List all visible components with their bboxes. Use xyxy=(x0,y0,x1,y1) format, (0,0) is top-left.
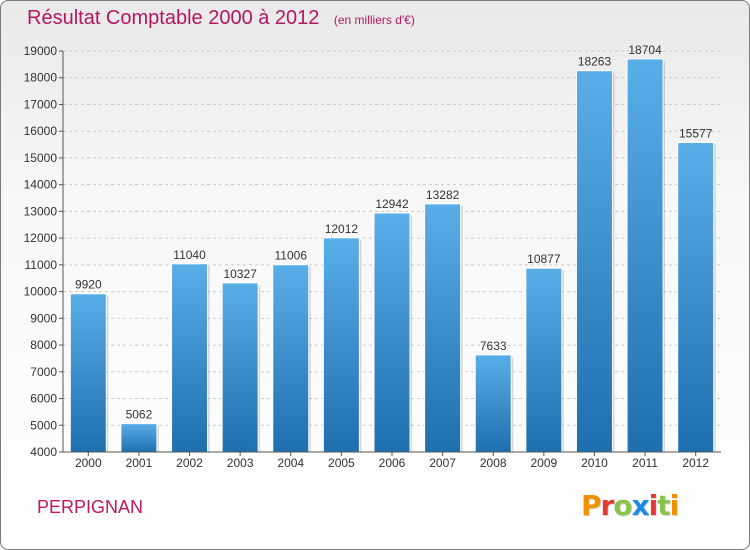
y-tick-label: 15000 xyxy=(24,151,58,165)
proxiti-logo: Proxiti xyxy=(581,489,680,522)
x-tick-label: 2012 xyxy=(682,456,709,470)
y-tick-label: 13000 xyxy=(24,204,58,218)
bar xyxy=(221,282,259,453)
x-tick-label: 2006 xyxy=(379,456,406,470)
x-tick-label: 2009 xyxy=(530,456,557,470)
chart-title-block: Résultat Comptable 2000 à 2012 (en milli… xyxy=(27,7,415,30)
data-label: 10877 xyxy=(527,252,561,266)
bars xyxy=(69,58,716,453)
bar xyxy=(272,264,310,453)
x-tick-label: 2007 xyxy=(429,456,456,470)
x-tick-label: 2010 xyxy=(581,456,608,470)
data-label: 18263 xyxy=(578,55,612,69)
bar xyxy=(626,58,664,453)
x-tick-label: 2001 xyxy=(126,456,153,470)
x-tick-label: 2011 xyxy=(632,456,658,470)
x-tick-label: 2008 xyxy=(480,456,507,470)
data-label: 12012 xyxy=(325,222,359,236)
bar xyxy=(677,142,715,453)
data-label: 15577 xyxy=(679,127,713,141)
x-tick-label: 2005 xyxy=(328,456,355,470)
data-label: 18704 xyxy=(628,43,662,57)
data-label: 11040 xyxy=(173,248,206,262)
logo-letter: t xyxy=(657,489,670,522)
data-label: 5062 xyxy=(126,408,153,422)
bar xyxy=(171,263,209,453)
y-tick-label: 18000 xyxy=(24,71,58,85)
chart-subtitle: (en milliers d'€) xyxy=(333,13,415,27)
y-tick-label: 14000 xyxy=(24,178,58,192)
x-tick-label: 2000 xyxy=(75,456,102,470)
bar xyxy=(525,267,563,453)
bar xyxy=(474,354,512,453)
y-tick-label: 6000 xyxy=(30,392,57,406)
logo-letter: P xyxy=(581,489,602,522)
y-tick-label: 17000 xyxy=(24,97,58,111)
y-axis-ticks: 4000 5000 6000 7000 8000 9000 10000 11000 12000 1… xyxy=(24,44,63,459)
data-labels: 9920 5062 11040 10327 11006 12012 12942 13282 76… xyxy=(75,43,713,422)
x-tick-label: 2003 xyxy=(227,456,254,470)
y-tick-label: 16000 xyxy=(24,124,58,138)
y-tick-label: 9000 xyxy=(30,311,57,325)
y-tick-label: 10000 xyxy=(24,285,58,299)
data-label: 12942 xyxy=(375,197,409,211)
bar xyxy=(424,203,462,453)
data-label: 9920 xyxy=(75,278,102,292)
city-name: PERPIGNAN xyxy=(37,497,144,517)
logo-letter: o xyxy=(613,489,632,522)
logo-letter: r xyxy=(600,489,615,522)
chart-title: Résultat Comptable 2000 à 2012 xyxy=(27,7,320,29)
y-tick-label: 19000 xyxy=(24,44,58,58)
logo-letter: x xyxy=(631,489,650,522)
bar xyxy=(322,237,360,453)
data-label: 13282 xyxy=(426,188,460,202)
logo-letter: i xyxy=(669,489,680,522)
bar xyxy=(575,70,613,453)
y-tick-label: 12000 xyxy=(24,231,58,245)
x-tick-label: 2004 xyxy=(277,456,304,470)
y-tick-label: 4000 xyxy=(30,445,57,459)
data-label: 11006 xyxy=(275,249,308,263)
logo-letter: i xyxy=(648,489,659,522)
bar xyxy=(373,212,411,453)
y-tick-label: 8000 xyxy=(30,338,57,352)
x-axis-ticks: 2000 2001 2002 2003 2004 2005 2006 2007 2008 2009… xyxy=(75,452,709,470)
data-label: 10327 xyxy=(223,267,257,281)
y-tick-label: 5000 xyxy=(30,418,57,432)
bar xyxy=(120,423,158,453)
data-label: 7633 xyxy=(480,339,507,353)
bar xyxy=(69,293,107,453)
y-tick-label: 11000 xyxy=(25,258,58,272)
y-tick-label: 7000 xyxy=(30,365,57,379)
x-tick-label: 2002 xyxy=(176,456,203,470)
